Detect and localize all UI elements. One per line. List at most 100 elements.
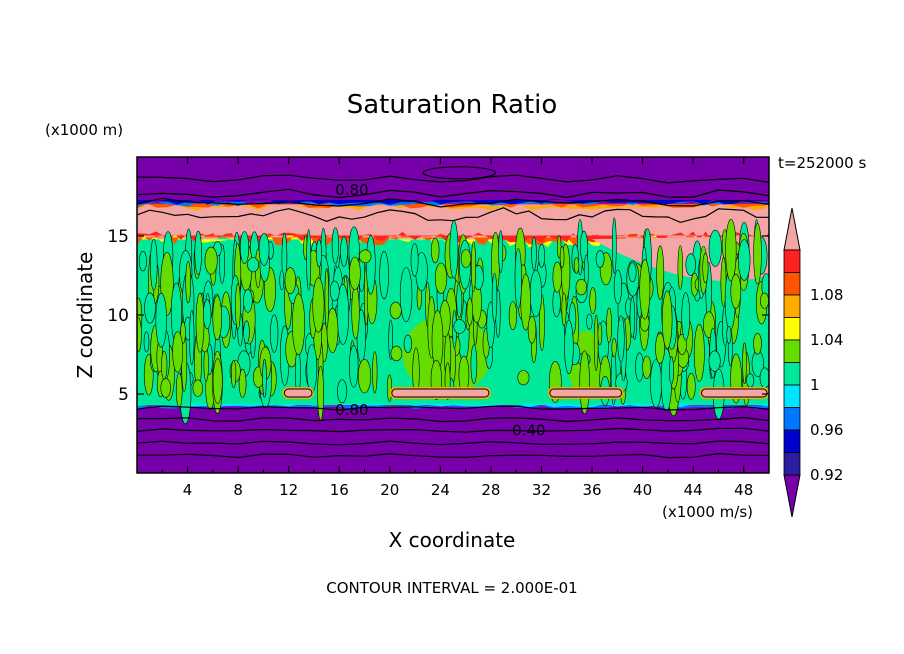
cloud-streak bbox=[730, 273, 742, 309]
cloud-streak bbox=[337, 379, 348, 404]
contour-lines bbox=[137, 166, 769, 459]
colorbar-top-arrow bbox=[783, 207, 801, 251]
cloud-streak bbox=[449, 220, 459, 279]
x-tick-label: 48 bbox=[734, 481, 753, 499]
cloud-streak bbox=[389, 301, 402, 320]
cloud-streak bbox=[247, 257, 259, 273]
y-axis-ticks: 5 10 15 bbox=[107, 227, 769, 405]
contour-line bbox=[137, 427, 769, 433]
contour-line bbox=[137, 416, 769, 423]
y-tick-label: 15 bbox=[107, 227, 129, 247]
cloud-streak bbox=[725, 219, 737, 282]
x-tick-label: 28 bbox=[481, 481, 500, 499]
cloud-streak bbox=[160, 377, 171, 398]
x-axis-ticks: 4 8 12 16 20 24 28 32 36 40 44 48 bbox=[161, 157, 753, 499]
cloud-streak bbox=[203, 299, 212, 330]
cloud-streak bbox=[611, 338, 617, 358]
colorbar-bottom-arrow bbox=[783, 474, 801, 518]
cloud-streak bbox=[243, 320, 250, 345]
cloud-streak bbox=[306, 229, 312, 291]
cloud-streak bbox=[753, 223, 762, 285]
colorbar-segment bbox=[783, 339, 801, 363]
cloud-streak bbox=[312, 277, 325, 333]
cloud-streak bbox=[281, 232, 288, 284]
cloud-streak bbox=[138, 250, 147, 272]
cloud-streak bbox=[686, 372, 696, 400]
cloud-streak bbox=[520, 273, 531, 331]
colorbar-segment bbox=[783, 272, 801, 296]
colorbar-segment bbox=[783, 429, 801, 453]
cloud-streak bbox=[466, 297, 473, 326]
cloud-streak bbox=[431, 237, 440, 264]
region-band bbox=[137, 405, 769, 473]
cloud-streak bbox=[669, 356, 674, 385]
y-axis-label: Z coordinate bbox=[73, 252, 97, 379]
surface-patch bbox=[549, 388, 623, 398]
contour-label: 0.80 bbox=[335, 401, 368, 419]
chart-title: Saturation Ratio bbox=[347, 90, 558, 120]
cloud-streak bbox=[212, 295, 222, 341]
cloud-streak bbox=[326, 307, 339, 354]
cloud-streak bbox=[194, 230, 202, 275]
transition-band bbox=[137, 201, 769, 207]
cloud-streak bbox=[357, 358, 372, 394]
contour-line bbox=[137, 197, 769, 208]
cloud-streak bbox=[561, 292, 567, 327]
cloud-streak bbox=[155, 292, 167, 348]
plot-area bbox=[137, 157, 769, 473]
x-tick-label: 24 bbox=[431, 481, 450, 499]
surface-patch bbox=[391, 388, 490, 398]
colorbar: 0.92 0.96 1 1.04 1.08 bbox=[783, 207, 843, 518]
cloud-streak bbox=[593, 314, 599, 372]
cloud-streak bbox=[316, 239, 322, 268]
cloud-streak bbox=[175, 372, 183, 408]
x-tick-label: 32 bbox=[532, 481, 551, 499]
cloud-streak bbox=[279, 270, 285, 291]
cloud-streak bbox=[589, 287, 597, 314]
cloud-streaks bbox=[137, 217, 769, 425]
contour-line bbox=[137, 207, 769, 224]
cloud-streak bbox=[291, 293, 305, 356]
cloud-streak bbox=[219, 243, 225, 284]
surface-patch bbox=[283, 388, 313, 398]
cloud-streak bbox=[470, 241, 476, 292]
y-tick-label: 10 bbox=[107, 306, 129, 326]
cloud-streak bbox=[185, 261, 191, 304]
cloud-streak bbox=[386, 374, 392, 402]
cloud-streak bbox=[403, 334, 413, 354]
cloud-streak bbox=[650, 359, 662, 408]
contour-labels: 0.80 0.80 0.40 bbox=[335, 181, 545, 439]
cloud-streak bbox=[470, 344, 478, 384]
cloud-streak bbox=[559, 246, 565, 269]
cloud-streak bbox=[192, 379, 204, 397]
x-tick-label: 40 bbox=[633, 481, 652, 499]
cloud-streak bbox=[529, 269, 543, 318]
transition-band bbox=[137, 403, 769, 408]
cloud-streak bbox=[204, 246, 218, 275]
cloud-streak bbox=[172, 331, 184, 373]
cloud-streak bbox=[575, 278, 587, 296]
cloud-streak bbox=[737, 239, 751, 281]
cloud-streak bbox=[753, 332, 762, 355]
cloud-streak bbox=[742, 342, 747, 385]
cloud-streak bbox=[235, 283, 241, 330]
cloud-streak bbox=[498, 230, 504, 274]
y-tick-label: 5 bbox=[118, 385, 129, 405]
cloud-streak bbox=[681, 292, 691, 341]
cloud-streak bbox=[351, 284, 360, 339]
cloud-streak bbox=[514, 248, 522, 309]
x-tick-label: 8 bbox=[233, 481, 243, 499]
cloud-streak bbox=[359, 249, 372, 264]
colorbar-segment bbox=[783, 384, 801, 408]
cloud-streak bbox=[708, 350, 721, 372]
colorbar-segment bbox=[783, 317, 801, 341]
cloud-streak bbox=[595, 250, 605, 268]
x-tick-label: 36 bbox=[582, 481, 601, 499]
cloud-streak bbox=[531, 236, 537, 271]
cloud-streak bbox=[137, 317, 142, 353]
contour-line bbox=[422, 166, 496, 180]
cloud-streak bbox=[685, 253, 696, 276]
transition-band bbox=[137, 401, 769, 406]
x-tick-label: 44 bbox=[684, 481, 703, 499]
